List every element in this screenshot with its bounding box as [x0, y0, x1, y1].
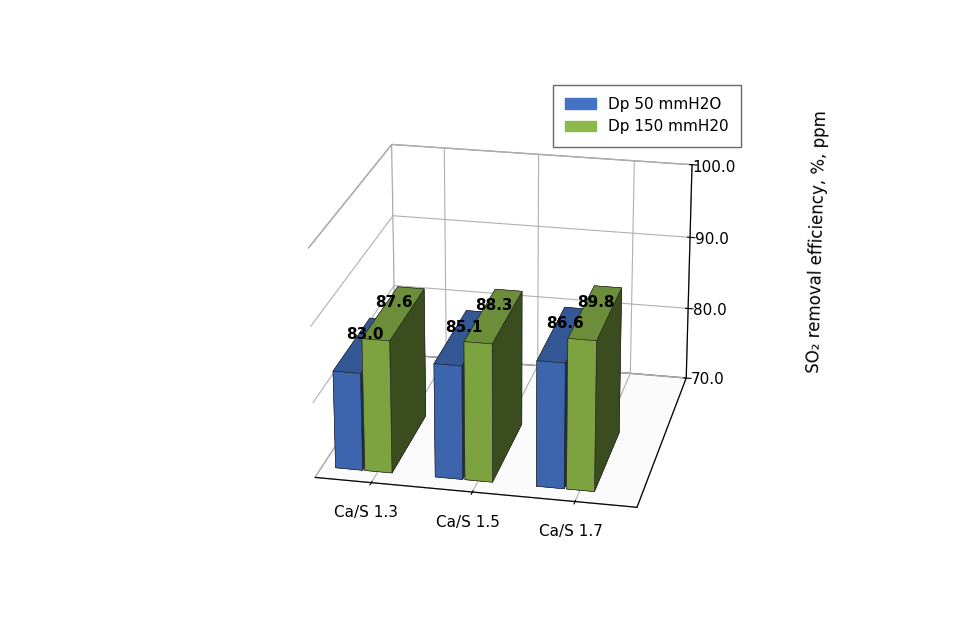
Legend: Dp 50 mmH2O, Dp 150 mmH20: Dp 50 mmH2O, Dp 150 mmH20 — [553, 85, 740, 147]
